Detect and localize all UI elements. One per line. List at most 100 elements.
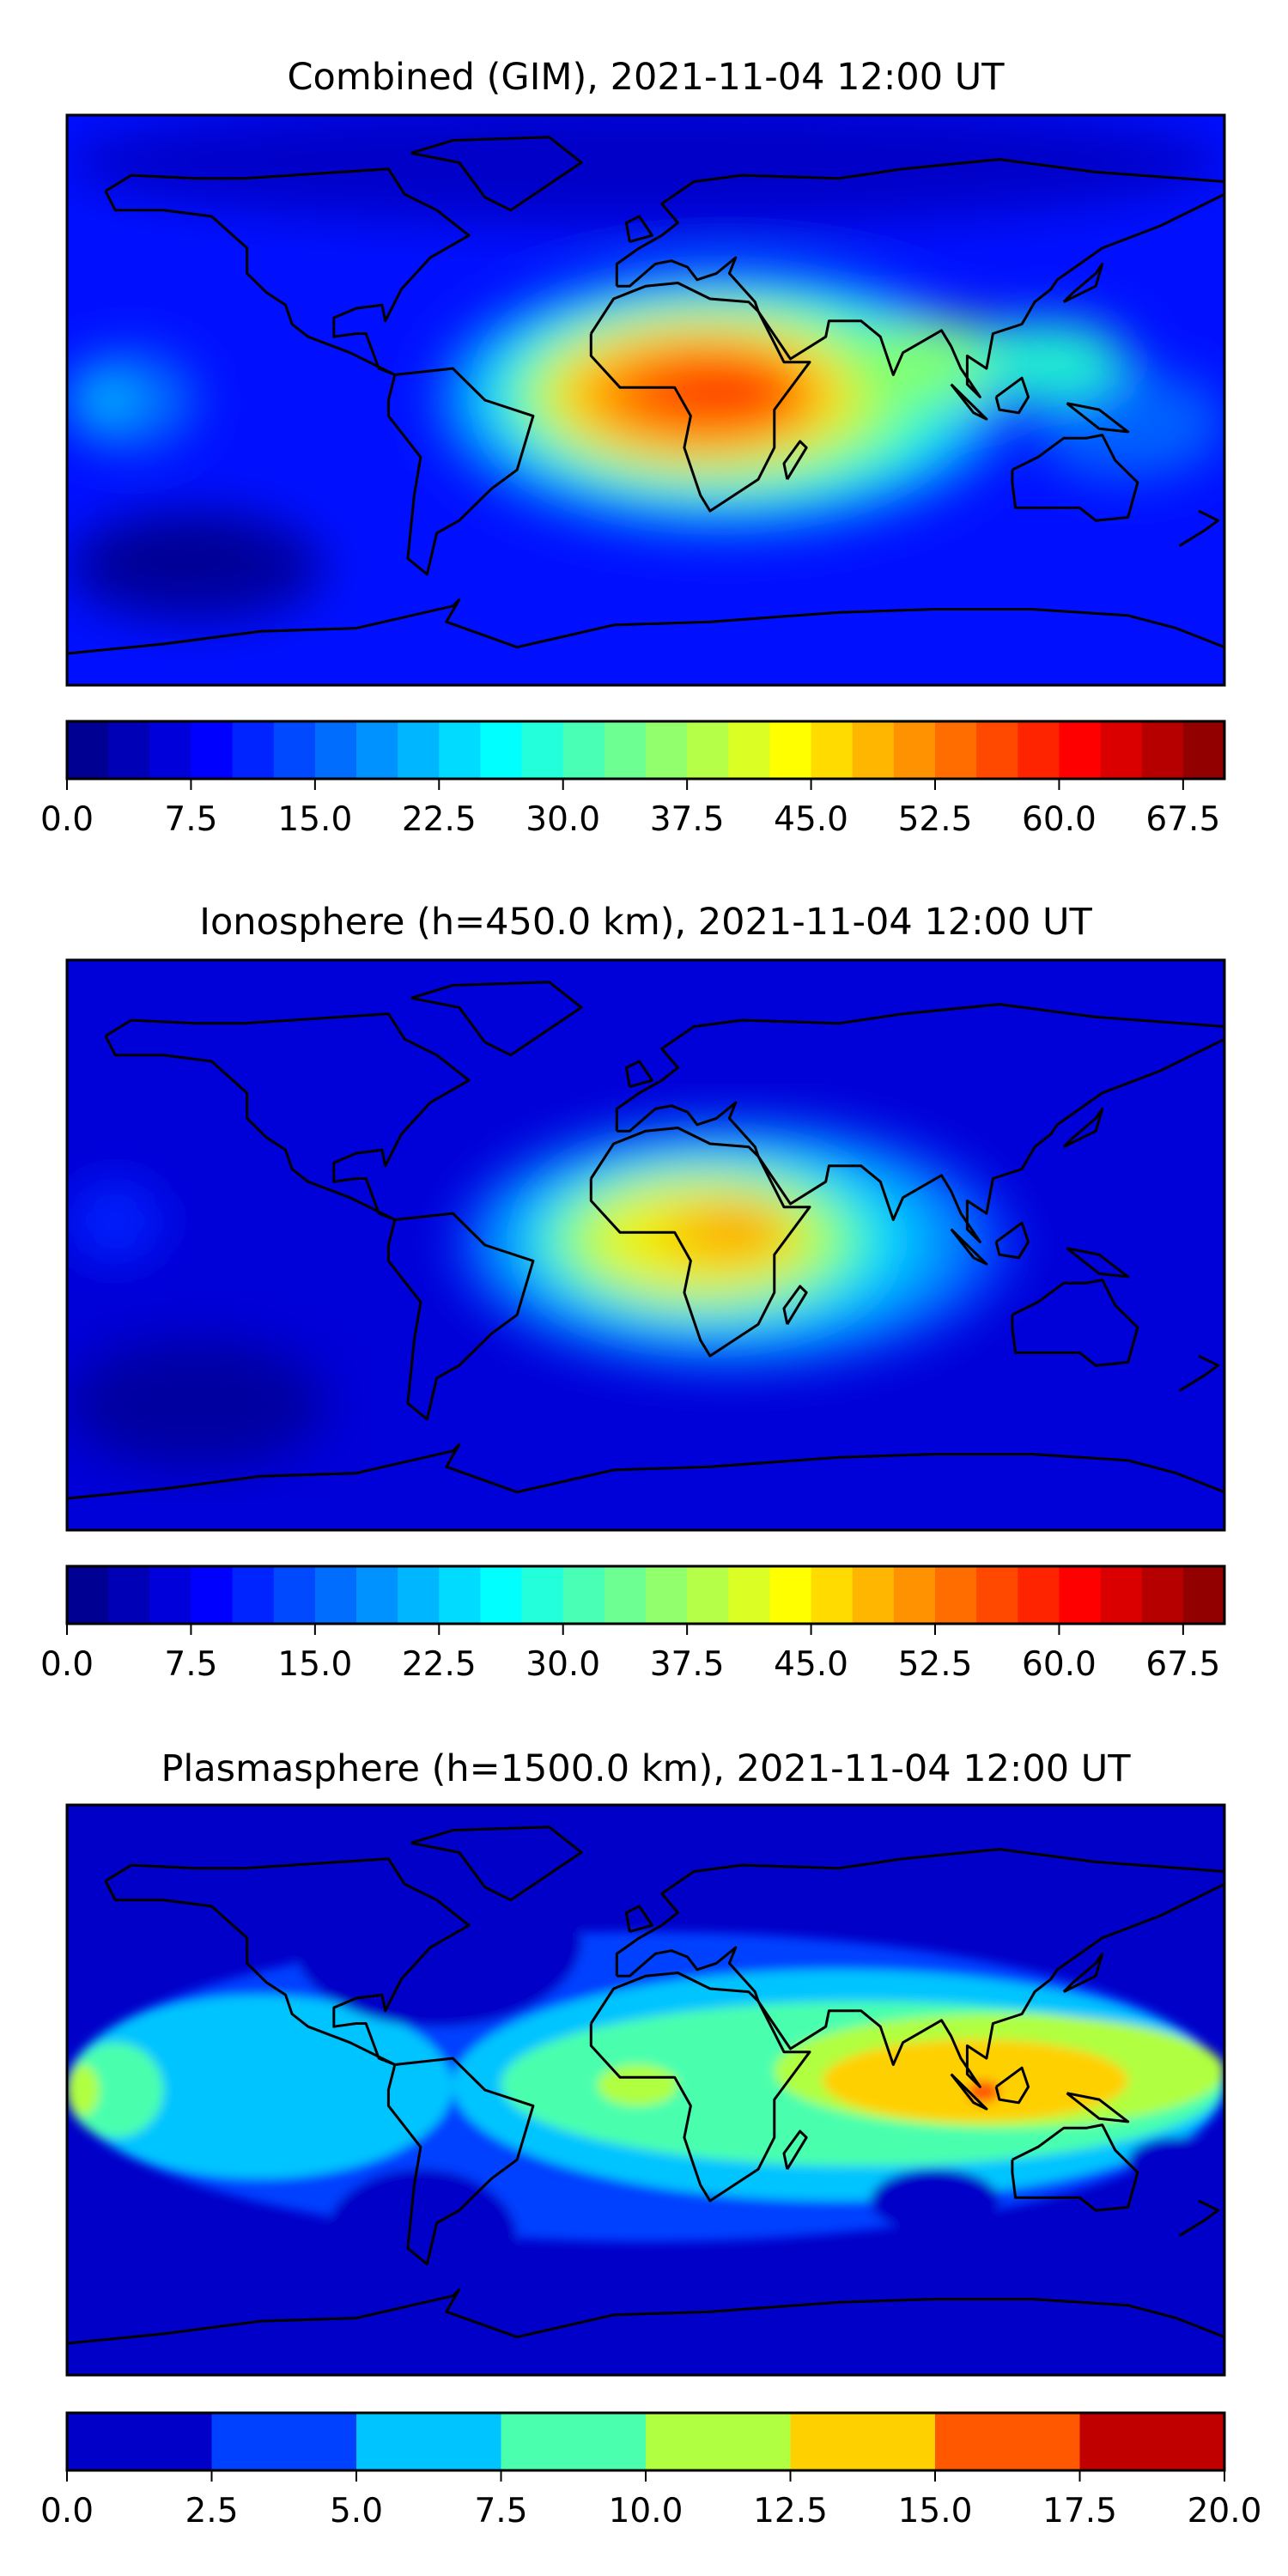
coastline-namerica [104,1857,471,2066]
coastline-eurasia [615,1848,1224,2088]
colorbar-level [356,1566,398,1624]
coastline-japan [1062,1952,1104,1993]
colorbar-level [852,1566,895,1624]
coastline-africa [589,282,811,513]
colorbar-level [67,1566,109,1624]
colorbar-tick-label: 22.5 [402,1645,477,1684]
coastline-japan [1062,262,1104,303]
coastline-eurasia [615,158,1224,398]
colorbar-level [191,1566,234,1624]
colorbar-level [893,1566,936,1624]
colorbar-level [1141,1566,1184,1624]
coastline-uk [625,215,653,244]
coastline-greenland [410,136,583,212]
colorbar-tick-label: 2.5 [185,2492,238,2530]
colorbar-tick-label: 67.5 [1145,1645,1220,1684]
colorbar-level [790,2413,936,2470]
coastline-borneo [994,376,1030,415]
coastline-africa [589,1127,811,1358]
colorbar-level [356,721,398,779]
colorbar-level [149,721,192,779]
colorbar-level [356,2413,502,2470]
colorbar-tick-label: 5.0 [330,2492,383,2530]
colorbar-level [191,721,234,779]
coastline-samerica [386,1212,535,1421]
colorbar-level [562,1566,605,1624]
map-frame [65,1803,1226,2377]
panel-title-combined: Combined (GIM), 2021-11-04 12:00 UT [287,56,1005,99]
coastline-australia [1011,2123,1139,2212]
coastline-newguinea [1066,2092,1130,2123]
colorbar-tick-label: 20.0 [1188,2492,1262,2530]
colorbar-tick-label: 0.0 [40,800,94,839]
coastline-namerica [104,1012,471,1221]
colorbar-level [67,2413,213,2470]
colorbar-level [811,721,854,779]
coastline-madagascar [782,1285,808,1325]
colorbar-level [398,1566,440,1624]
coastline-sumatra [950,2073,988,2111]
field-contour-region [67,1995,453,2179]
field-contour-region [597,2064,678,2106]
field-contour-region [67,2042,164,2138]
colorbar-level [976,1566,1018,1624]
colorbar-tick-label: 67.5 [1145,800,1220,839]
colorbar-level [314,721,357,779]
field-contours [67,1118,1016,1467]
field-contour-region [67,1182,164,1261]
coastline-uk [625,1905,653,1934]
colorbar-level [521,1566,564,1624]
colorbar-level [976,721,1018,779]
colorbar-level [1182,721,1225,779]
colorbar-level [687,1566,729,1624]
colorbar-level [646,721,688,779]
coastline-newzealand [1178,509,1219,547]
field-contour-region [67,115,1224,227]
colorbar-level [646,1566,688,1624]
colorbar-level [273,1566,316,1624]
colorbar-level [935,721,977,779]
coastline-australia [1011,1279,1139,1367]
colorbar-level [501,2413,647,2470]
colorbar-level [273,721,316,779]
field-contour-region [292,1852,582,2027]
field-contour-region [661,1206,791,1261]
coastline-newguinea [1066,402,1130,434]
colorbar-tick-label: 45.0 [774,800,848,839]
coastline-borneo [994,2066,1030,2105]
colorbar-level [1182,1566,1225,1624]
colorbar-tick-label: 7.5 [164,800,217,839]
colorbar-level [1059,1566,1102,1624]
coastline-borneo [994,1221,1030,1260]
colorbar-level [562,721,605,779]
map-panel-1 [67,960,1224,1530]
colorbar-level [604,1566,647,1624]
coastline-newzealand [1178,2199,1219,2237]
colorbar-level [728,1566,771,1624]
colorbar-tick-label: 15.0 [898,2492,973,2530]
map-frame [65,113,1226,687]
colorbar-level [728,721,771,779]
colorbar-tick-label: 12.5 [753,2492,828,2530]
field-contour-region [709,1213,781,1236]
colorbar-level [935,1566,977,1624]
field-contour-region [99,526,260,574]
panel-title-plasmasphere: Plasmasphere (h=1500.0 km), 2021-11-04 1… [161,1747,1131,1790]
colorbar-level [1100,1566,1143,1624]
coastline-sumatra [950,383,988,421]
colorbar-tick-label: 0.0 [40,1645,94,1684]
colorbar-tick-label: 17.5 [1042,2492,1117,2530]
coastline-madagascar [782,2129,808,2170]
colorbar-tick-label: 30.0 [526,800,600,839]
field-contours [67,115,1224,623]
colorbar-frame [65,720,1226,781]
coastline-greenland [410,1826,583,1902]
colorbar-level [232,1566,275,1624]
field-contour-region [967,320,1128,400]
coastline-sumatra [950,1228,988,1266]
coastline-antarctica [67,2287,1224,2345]
colorbar-tick-label: 37.5 [650,800,725,839]
coastline-africa [589,1971,811,2202]
colorbar-level [1079,2413,1225,2470]
colorbar-level [1018,721,1060,779]
